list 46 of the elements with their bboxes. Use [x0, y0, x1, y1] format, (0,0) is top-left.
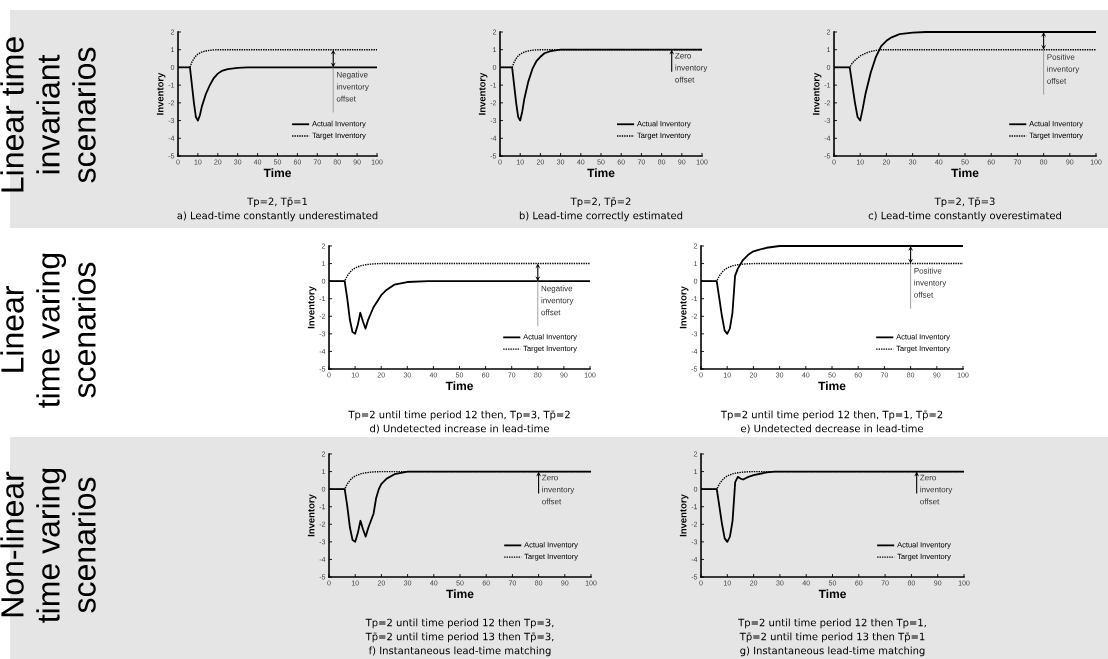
x-axis-title: Time [446, 589, 474, 599]
annotation: Negative inventory offset [541, 285, 574, 316]
annotation: Negative inventory offset [336, 71, 369, 102]
y-axis-title: Inventory [307, 286, 317, 329]
text: scenarios [72, 47, 96, 183]
text: Tp=2, Tp̄=2 [570, 197, 631, 208]
x-axis-title: Time [587, 168, 615, 178]
text: d) Undetected increase in lead-time [370, 424, 549, 434]
y-axis-title: Inventory [478, 72, 488, 115]
y-axis-title: Inventory [679, 494, 689, 537]
annotation: Positive inventory offset [914, 267, 947, 298]
annotation: Zero inventory offset [675, 52, 708, 83]
text: Tp=2, Tp̄=1 [247, 197, 307, 208]
y-axis-title: Inventory [812, 72, 822, 115]
text: Tp=2 until time period 12 then Tp=3, [365, 618, 554, 629]
y-axis-title: Inventory [307, 494, 317, 537]
text: Linear [0, 286, 24, 372]
text: f) Instantaneous lead-time matching [368, 646, 551, 657]
text: a) Lead-time constantly underestimated [177, 211, 378, 222]
x-axis-title: Time [818, 589, 846, 599]
x-axis-title: Time [263, 168, 291, 178]
text: Linear time [0, 37, 24, 192]
text: time varing [36, 253, 67, 408]
text: b) Lead-time correctly estimated [519, 211, 683, 222]
text: Non-linear [0, 471, 24, 617]
text: Tp=2, Tp̄=3 [934, 197, 995, 208]
text: invariant [36, 54, 60, 174]
text: c) Lead-time constantly overestimated [868, 211, 1061, 222]
text: Tp=2 until time period 12 then, Tp=3, Tp̄=2 [348, 410, 570, 421]
annotation: Positive inventory offset [1047, 53, 1080, 84]
annotation: Zero inventory offset [920, 474, 953, 505]
x-axis-title: Time [818, 381, 846, 391]
text: Tp̄=2 until time period 13 then Tp̄=1 [739, 632, 925, 643]
text: Tp=2 until time period 12 then Tp=1, [738, 618, 926, 629]
x-axis-title: Time [951, 168, 979, 178]
y-axis-title: Inventory [679, 286, 689, 329]
text: scenarios [72, 262, 96, 398]
x-axis-title: Time [445, 381, 473, 391]
text: e) Undetected decrease in lead-time [740, 424, 924, 434]
text: g) Instantaneous lead-time matching [740, 646, 925, 657]
y-axis-title: Inventory [156, 72, 166, 115]
text: scenarios [72, 477, 96, 613]
text: Tp=2 until time period 12 then, Tp=1, Tp̄=2 [720, 410, 943, 421]
text: Tp̄=2 until time period 13 then Tp̄=3, [365, 632, 554, 643]
text: time varing [36, 468, 67, 623]
annotation: Zero inventory offset [542, 474, 575, 505]
